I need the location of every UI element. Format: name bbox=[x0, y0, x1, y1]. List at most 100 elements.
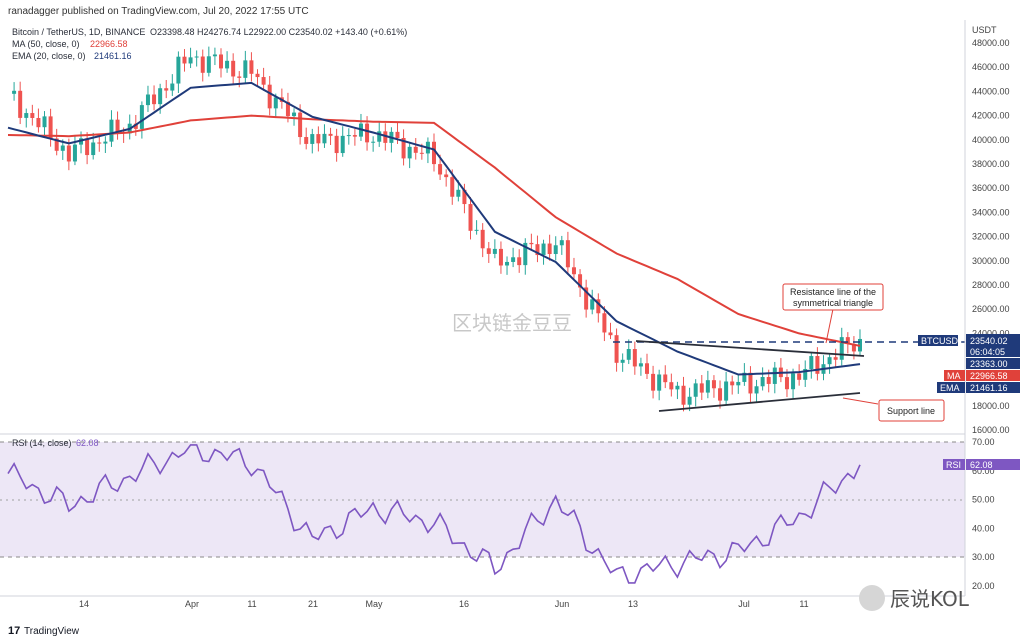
candle-body bbox=[219, 54, 223, 69]
candle-body bbox=[243, 60, 248, 78]
time-tick-label: Jul bbox=[738, 599, 750, 609]
rsi-tick-label: 50.00 bbox=[972, 495, 995, 505]
candle-body bbox=[139, 105, 144, 129]
candle-body bbox=[559, 240, 564, 246]
candle-body bbox=[194, 56, 199, 58]
tradingview-logo-icon: 17 bbox=[8, 625, 20, 637]
current-price-badge-text: 23540.02 bbox=[970, 336, 1008, 346]
candle-body bbox=[748, 372, 753, 394]
candle-body bbox=[432, 141, 436, 165]
candle-body bbox=[535, 244, 540, 256]
candle-body bbox=[626, 349, 631, 360]
rsi-tick-label: 20.00 bbox=[972, 581, 995, 591]
candle-body bbox=[60, 145, 65, 151]
candle-body bbox=[803, 368, 808, 380]
candle-body bbox=[164, 88, 169, 91]
candle-body bbox=[827, 357, 832, 365]
candle-body bbox=[730, 381, 735, 386]
candle-body bbox=[395, 131, 400, 139]
candle-body bbox=[492, 248, 497, 254]
candle-body bbox=[145, 94, 150, 106]
current-price-badge bbox=[966, 334, 1020, 357]
candle-body bbox=[413, 146, 418, 153]
price-tick-label: 26000.00 bbox=[972, 304, 1010, 314]
candle-body bbox=[12, 90, 17, 94]
rsi-badge-text: 62.08 bbox=[970, 460, 993, 470]
candle-body bbox=[225, 60, 230, 69]
rsi-legend-value: 62.08 bbox=[76, 438, 99, 448]
candle-body bbox=[316, 134, 321, 144]
candle-body bbox=[365, 123, 370, 143]
candle-body bbox=[377, 131, 382, 142]
candle-body bbox=[474, 229, 479, 231]
candle-body bbox=[182, 56, 187, 64]
candle-body bbox=[42, 116, 47, 128]
candle-body bbox=[815, 356, 820, 374]
support-annotation: Support line bbox=[842, 397, 945, 422]
time-tick-label: Jun bbox=[555, 599, 570, 609]
ema-badge bbox=[966, 382, 1020, 393]
candle-body bbox=[699, 383, 704, 393]
candle-body bbox=[249, 60, 254, 74]
candle-body bbox=[346, 135, 351, 137]
candle-body bbox=[255, 73, 260, 78]
ma-legend-value: 22966.58 bbox=[90, 39, 128, 49]
candle-body bbox=[261, 77, 266, 85]
candle-body bbox=[419, 152, 424, 154]
candle-body bbox=[48, 116, 53, 139]
candle-body bbox=[498, 248, 503, 266]
candle-body bbox=[237, 76, 242, 78]
candle-body bbox=[736, 381, 741, 386]
price-tick-label: 40000.00 bbox=[972, 135, 1010, 145]
candle-body bbox=[267, 84, 272, 109]
tradingview-logo[interactable]: 17 TradingView bbox=[8, 625, 80, 637]
time-tick-label: 21 bbox=[308, 599, 318, 609]
price-pane[interactable]: Resistance line of the symmetrical trian… bbox=[0, 46, 965, 435]
symbol-badge-text: BTCUSDT bbox=[921, 336, 964, 346]
candle-body bbox=[36, 117, 41, 128]
tradingview-footer-text: TradingView bbox=[24, 626, 80, 637]
price-tick-label: 42000.00 bbox=[972, 111, 1010, 121]
ma50-line bbox=[7, 114, 861, 347]
candle-body bbox=[784, 377, 789, 390]
candle-body bbox=[845, 337, 850, 344]
candle-body bbox=[456, 189, 461, 197]
candle-body bbox=[188, 57, 193, 64]
candle-body bbox=[462, 189, 467, 205]
ema20-line bbox=[7, 81, 861, 376]
candle-body bbox=[158, 88, 163, 105]
rsi-tag-text: RSI bbox=[946, 460, 961, 470]
candle-body bbox=[322, 133, 327, 144]
candle-body bbox=[285, 101, 290, 117]
candle-body bbox=[407, 146, 412, 159]
ohlc-text: O23398.48 H24276.74 L22922.00 C23540.02 … bbox=[150, 27, 407, 37]
rsi-tick-label: 30.00 bbox=[972, 552, 995, 562]
candle-body bbox=[231, 60, 236, 77]
price-tick-label: 24000.00 bbox=[972, 328, 1010, 338]
candle-body bbox=[608, 332, 613, 336]
candle-body bbox=[663, 374, 668, 383]
candle-body bbox=[693, 383, 698, 397]
candle-body bbox=[669, 382, 674, 390]
rsi-line bbox=[7, 444, 861, 584]
candle-body bbox=[705, 380, 710, 393]
candle-body bbox=[206, 56, 211, 73]
candle-body bbox=[772, 367, 777, 384]
candle-body bbox=[328, 133, 333, 136]
candle-body bbox=[596, 299, 601, 314]
candle-body bbox=[760, 377, 765, 387]
rsi-pane[interactable]: RSI (14, close) 62.08 bbox=[0, 438, 965, 584]
candle-body bbox=[571, 267, 576, 275]
candle-body bbox=[718, 388, 723, 401]
symbol-text: Bitcoin / TetherUS, 1D, BINANCE bbox=[12, 27, 145, 37]
candle-body bbox=[602, 313, 607, 333]
price-axis: USDT 48000.00 46000.00 44000.00 42000.00 400… bbox=[964, 20, 1010, 596]
candle-body bbox=[450, 177, 455, 197]
candle-body bbox=[833, 357, 838, 360]
candle-body bbox=[200, 56, 205, 73]
price-tick-label: 46000.00 bbox=[972, 62, 1010, 72]
candle-body bbox=[711, 380, 716, 389]
candle-body bbox=[152, 94, 157, 105]
candle-body bbox=[401, 138, 406, 159]
